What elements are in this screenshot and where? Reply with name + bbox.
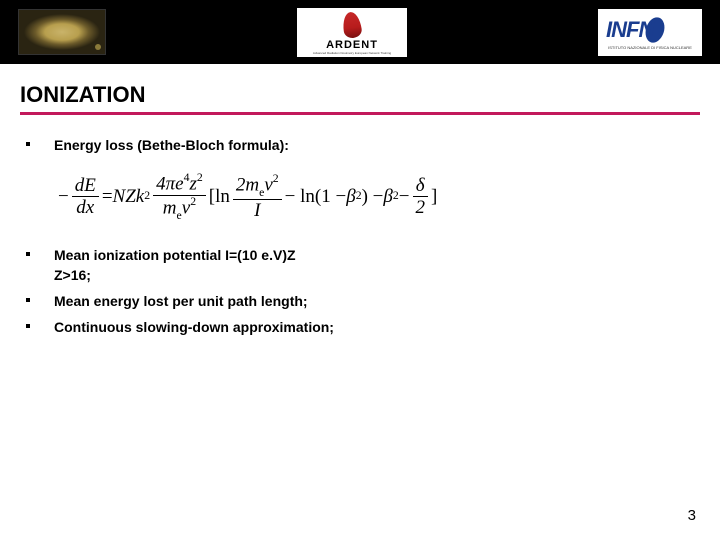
f-beta1-sup: 2 bbox=[356, 189, 362, 203]
f-dE: dE bbox=[72, 176, 99, 197]
bullet-4: Continuous slowing-down approximation; bbox=[26, 317, 700, 337]
flame-icon bbox=[341, 10, 362, 38]
f-me: m bbox=[163, 197, 177, 218]
infn-mark: INFN bbox=[606, 15, 694, 45]
f-v2: v bbox=[264, 174, 272, 195]
f-ln1: ln bbox=[215, 186, 230, 208]
f-minus-ln: − ln(1 − bbox=[285, 186, 347, 208]
bullet-1-text: Energy loss (Bethe-Bloch formula): bbox=[54, 135, 289, 155]
f-4pie4: 4πe bbox=[156, 174, 183, 195]
f-z: z bbox=[189, 174, 196, 195]
f-v: v bbox=[182, 197, 190, 218]
bullet-3-text: Mean energy lost per unit path length; bbox=[54, 291, 308, 311]
f-dx: dx bbox=[73, 197, 97, 217]
f-NZk-sup: 2 bbox=[144, 189, 150, 203]
f-z-sup: 2 bbox=[197, 171, 203, 184]
f-beta1: β bbox=[346, 186, 355, 208]
f-v-sup: 2 bbox=[190, 195, 196, 208]
bullet-2-line2: Z>16; bbox=[54, 267, 91, 283]
bullet-dot-icon bbox=[26, 142, 30, 146]
f-rbracket: ] bbox=[431, 186, 437, 208]
title-underline bbox=[20, 112, 700, 115]
infn-logo-subtext: ISTITUTO NAZIONALE DI FISICA NUCLEARE bbox=[608, 45, 692, 50]
infn-logo: INFN ISTITUTO NAZIONALE DI FISICA NUCLEA… bbox=[598, 9, 702, 56]
f-close-minus: ) − bbox=[362, 186, 384, 208]
f-NZk: NZk bbox=[113, 186, 145, 208]
ardent-logo-text: ARDENT bbox=[326, 39, 378, 51]
bullet-2-text: Mean ionization potential I=(10 e.V)Z Z>… bbox=[54, 245, 296, 286]
f-2: 2 bbox=[412, 197, 428, 217]
f-minus: − bbox=[58, 186, 69, 208]
title-block: IONIZATION bbox=[0, 64, 720, 121]
f-2me-sub: e bbox=[259, 186, 264, 199]
page-number: 3 bbox=[688, 507, 696, 524]
f-beta2: β bbox=[383, 186, 392, 208]
f-beta2-sup: 2 bbox=[393, 189, 399, 203]
bullet-dot-icon bbox=[26, 252, 30, 256]
bullet-3: Mean energy lost per unit path length; bbox=[26, 291, 700, 311]
f-eq: = bbox=[102, 186, 113, 208]
bullet-2: Mean ionization potential I=(10 e.V)Z Z>… bbox=[26, 245, 700, 286]
bullet-2-line1: Mean ionization potential I=(10 e.V)Z bbox=[54, 247, 296, 263]
bethe-bloch-formula: − dE dx = NZk2 4πe4z2 mev2 [ ln 2mev2 bbox=[58, 173, 700, 220]
f-me-sub: e bbox=[177, 209, 182, 222]
f-4pie4-sup: 4 bbox=[184, 171, 190, 184]
bullet-4-text: Continuous slowing-down approximation; bbox=[54, 317, 334, 337]
f-minus3: − bbox=[399, 186, 410, 208]
f-delta: δ bbox=[413, 176, 428, 197]
f-frac-delta: δ 2 bbox=[412, 176, 428, 217]
f-frac-ln: 2mev2 I bbox=[233, 174, 282, 220]
f-frac-coeff: 4πe4z2 mev2 bbox=[153, 173, 206, 220]
f-frac-dEdx: dE dx bbox=[72, 176, 99, 217]
f-v2-sup: 2 bbox=[273, 172, 279, 185]
page-title: IONIZATION bbox=[20, 82, 700, 108]
ardent-logo-subtext: Advanced Radiation Dosimetry European Ne… bbox=[313, 51, 391, 55]
bullet-dot-icon bbox=[26, 324, 30, 328]
ardent-logo: ARDENT Advanced Radiation Dosimetry Euro… bbox=[297, 8, 407, 57]
infn-logo-text: INFN bbox=[606, 17, 653, 43]
slide-content: Energy loss (Bethe-Bloch formula): − dE … bbox=[0, 121, 720, 338]
bullet-dot-icon bbox=[26, 298, 30, 302]
header-bar: ARDENT Advanced Radiation Dosimetry Euro… bbox=[0, 0, 720, 64]
bullet-1: Energy loss (Bethe-Bloch formula): bbox=[26, 135, 700, 155]
f-2me: 2m bbox=[236, 174, 259, 195]
f-I: I bbox=[251, 200, 263, 220]
medal-logo bbox=[18, 9, 106, 55]
